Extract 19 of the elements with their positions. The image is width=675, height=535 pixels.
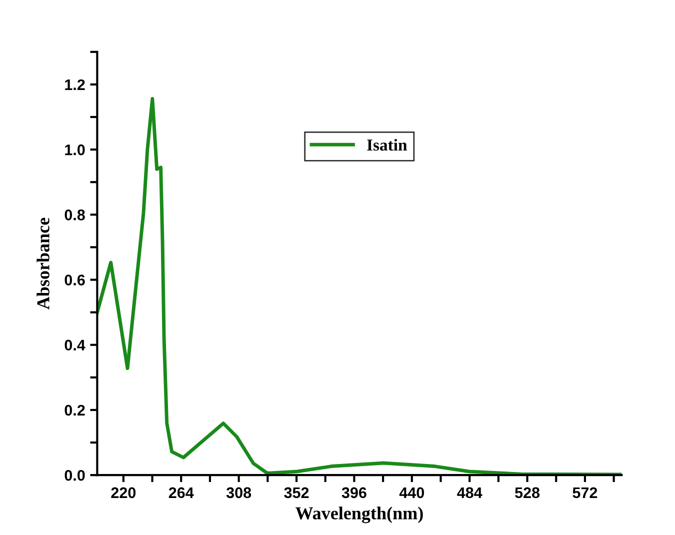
x-axis-title: Wavelength(nm): [296, 506, 423, 524]
x-tick-label: 440: [399, 487, 424, 498]
x-tick-label: 396: [342, 487, 366, 498]
legend-label: Isatin: [367, 138, 408, 151]
y-tick-label: 0.8: [64, 210, 85, 220]
y-tick-label: 0.6: [64, 274, 85, 286]
y-tick-label: 0.0: [64, 470, 85, 481]
y-tick-label: 1.0: [65, 144, 85, 156]
y-tick-label: 0.4: [64, 340, 86, 351]
x-tick-label: 264: [168, 487, 194, 498]
y-tick-label: 0.2: [64, 404, 85, 416]
x-tick-label: 572: [572, 487, 598, 498]
x-tick-label: 484: [457, 487, 482, 498]
x-tick-label: 352: [284, 487, 309, 498]
y-tick-label: 1.2: [65, 79, 85, 90]
x-tick-label: 220: [111, 487, 136, 498]
x-tick-label: 308: [226, 487, 252, 498]
y-axis-title: Absorbance: [36, 218, 50, 310]
x-tick-label: 528: [514, 487, 540, 498]
